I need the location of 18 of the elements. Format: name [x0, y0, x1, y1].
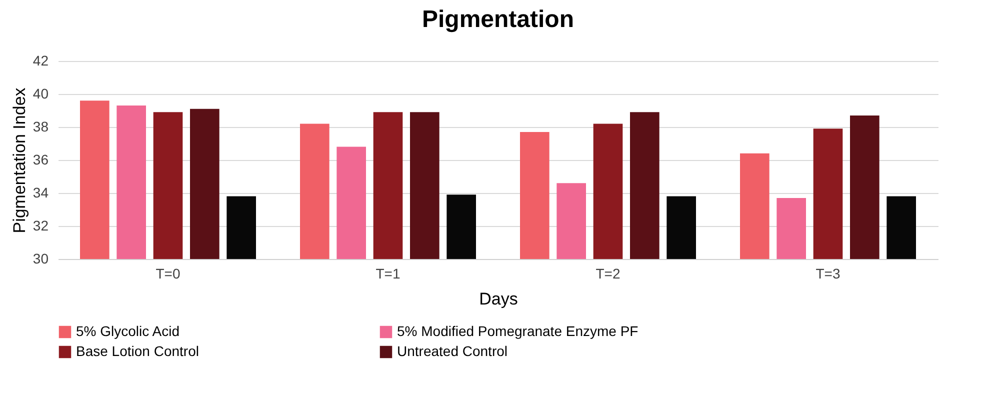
y-tick-label: 34 — [32, 184, 49, 200]
y-tick-label: 42 — [32, 52, 49, 68]
x-tick-label: T=1 — [376, 266, 400, 282]
legend-label: Base Lotion Control — [76, 343, 199, 359]
y-tick-label: 30 — [32, 250, 49, 266]
y-tick-label: 38 — [32, 118, 49, 134]
y-tick-label: 40 — [32, 86, 49, 102]
legend-label: 5% Glycolic Acid — [76, 323, 180, 339]
y-tick-label: 32 — [32, 218, 49, 234]
chart-title: Pigmentation — [422, 6, 574, 33]
x-axis-title: Days — [479, 290, 518, 308]
x-tick-label: T=2 — [596, 266, 620, 282]
y-tick-label: 36 — [32, 152, 49, 168]
legend-label: Untreated Control — [397, 343, 508, 359]
legend-label: 5% Modified Pomegranate Enzyme PF — [397, 323, 638, 339]
y-axis-title: Pigmentation Index — [10, 87, 29, 234]
x-tick-label: T=0 — [156, 266, 180, 282]
x-tick-label: T=3 — [816, 266, 840, 282]
